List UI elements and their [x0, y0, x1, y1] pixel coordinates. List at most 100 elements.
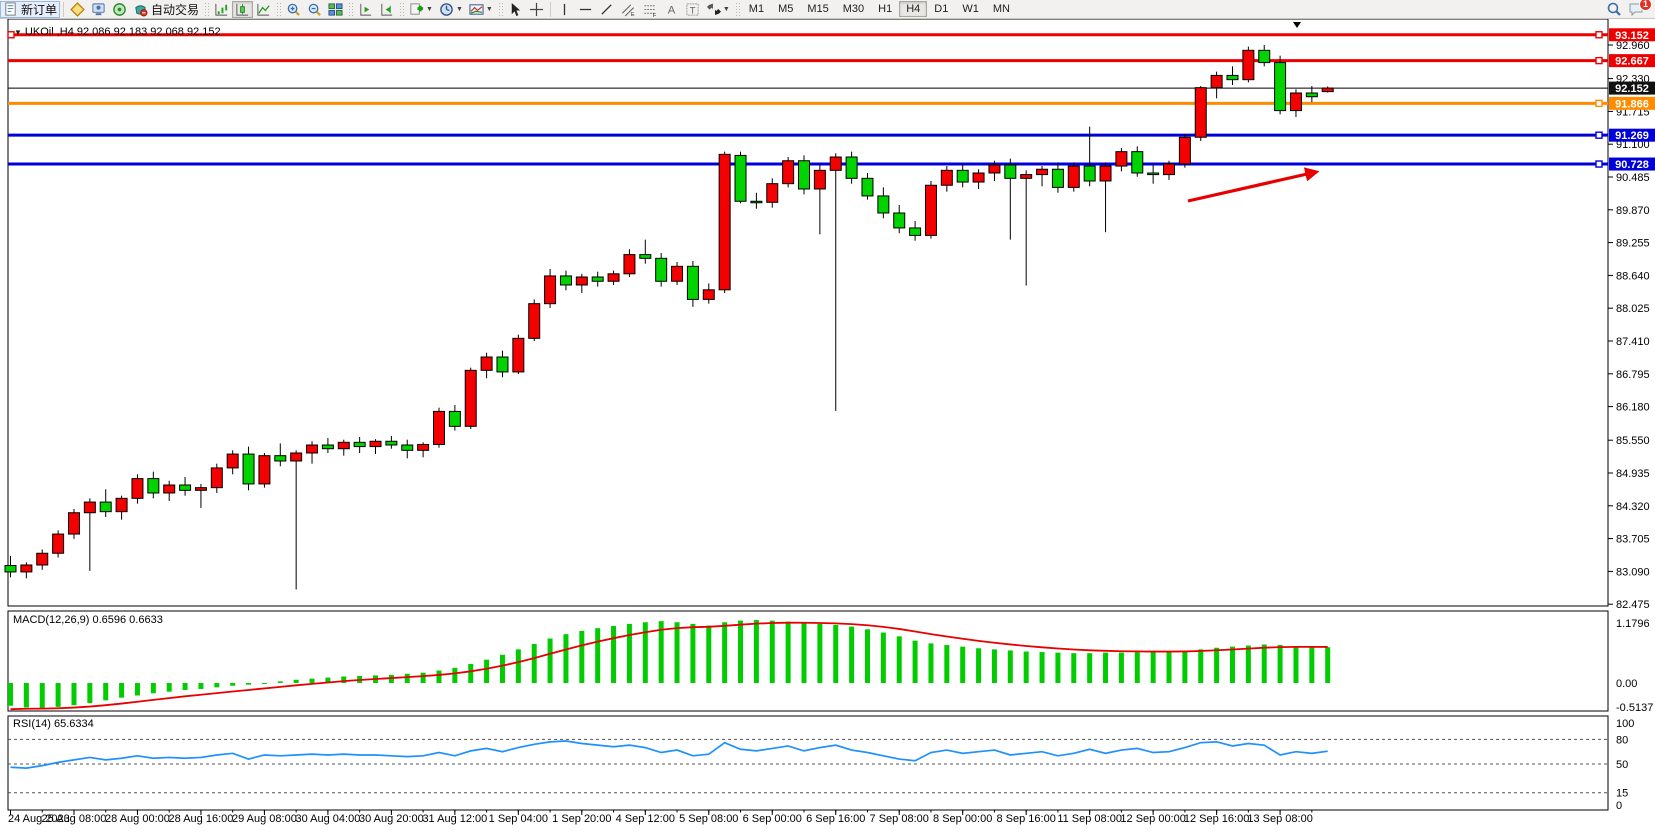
toolbar-grip[interactable] [348, 1, 354, 17]
macd-scale-label: 0.00 [1616, 678, 1637, 690]
chevron-down-icon: ▼ [426, 5, 433, 13]
candle-body [1131, 151, 1144, 174]
macd-bar [801, 622, 807, 683]
horizontal-price-lines[interactable] [7, 31, 1608, 168]
zoom-out-button[interactable] [304, 1, 325, 18]
candle-body [940, 169, 953, 186]
time-label: 13 Sep 08:00 [1247, 813, 1312, 825]
notifications-button[interactable]: 1 [1625, 0, 1652, 18]
candle-body [813, 169, 826, 190]
fibonacci-button[interactable]: F [639, 1, 661, 18]
chart-menu-arrow-icon[interactable]: ▼ [14, 28, 22, 37]
candlestick-chart-button[interactable] [232, 0, 254, 18]
price-tick-label: 86.795 [1616, 369, 1650, 381]
candle-body [226, 453, 239, 469]
candle-body [956, 169, 969, 183]
candle-body [67, 512, 80, 535]
annotations[interactable] [1187, 22, 1320, 203]
tab-timeframe-mn[interactable]: MN [992, 3, 1010, 15]
notification-badge: 1 [1639, 0, 1652, 11]
price-tick-label: 86.180 [1616, 402, 1650, 414]
macd-bar [39, 683, 45, 708]
candle-body [607, 273, 620, 282]
tile-windows-button[interactable] [325, 1, 346, 18]
indicators-button[interactable]: ▼ [466, 1, 496, 18]
market-watch-button[interactable] [67, 1, 88, 18]
price-tick-label: 84.935 [1616, 468, 1650, 480]
vertical-line-button[interactable] [554, 1, 575, 18]
periods-button[interactable]: ▼ [436, 1, 466, 18]
candle-body [861, 177, 874, 197]
price-badge [1609, 54, 1655, 68]
macd-bar [325, 677, 331, 683]
price-badge [1609, 96, 1655, 110]
toolbar-grip[interactable] [276, 1, 282, 17]
chart-canvas[interactable]: 92.96092.33091.71591.10090.48589.87089.2… [0, 19, 1655, 835]
data-window-button[interactable] [88, 1, 109, 18]
svg-text:E: E [631, 12, 635, 17]
tab-timeframe-m30[interactable]: M30 [842, 3, 865, 15]
macd-bar [23, 683, 29, 708]
horizontal-line-button[interactable] [575, 1, 596, 18]
auto-scroll-button[interactable] [376, 1, 397, 18]
chart-window[interactable]: 92.960 92.330 91.715 91.100 90.485 89.870 89.2… [0, 19, 1655, 835]
toolbar-grip[interactable] [399, 1, 405, 17]
price-badge-label: 90.728 [1615, 159, 1649, 171]
candle-body [147, 478, 160, 494]
trendline-button[interactable] [596, 1, 617, 18]
text-label-button[interactable]: T [682, 1, 703, 18]
text-button[interactable]: A [661, 1, 682, 18]
macd-bar [1277, 645, 1283, 683]
candle-body [163, 484, 176, 494]
new-order-button[interactable]: 新订单 [0, 0, 61, 18]
toolbar-grip[interactable] [204, 1, 210, 17]
bar-chart-button[interactable] [211, 1, 232, 18]
tab-timeframe-m15[interactable]: M15 [807, 3, 829, 15]
toolbar-grip[interactable] [734, 1, 740, 17]
macd-bar [1039, 652, 1045, 683]
candle-body [83, 501, 96, 514]
arrows-tool-button[interactable]: ▼ [703, 1, 733, 18]
search-button[interactable] [1603, 1, 1625, 18]
macd-bar [1087, 653, 1093, 683]
tile-windows-icon [328, 2, 343, 16]
chevron-down-icon: ▼ [485, 5, 493, 13]
cursor-button[interactable] [505, 1, 526, 18]
tab-timeframe-d1[interactable]: D1 [934, 3, 949, 15]
tab-timeframe-w1[interactable]: W1 [962, 3, 979, 15]
candle-body [321, 444, 334, 450]
autotrading-button[interactable]: 自动交易 [130, 1, 202, 18]
price-badge-label: 93.152 [1615, 30, 1649, 42]
chart-title: ▼ UKOil ,H4 92.086 92.183 92.068 92.152 [14, 26, 221, 38]
time-label: 7 Sep 08:00 [870, 813, 929, 825]
equidistant-channel-icon: E [621, 3, 635, 17]
candle-body [1163, 163, 1176, 176]
toolbar-grip[interactable] [497, 1, 503, 17]
candle-body [417, 443, 430, 451]
time-label: 1 Sep 20:00 [552, 813, 611, 825]
candle-body [766, 183, 779, 203]
svg-text:T: T [690, 5, 696, 15]
macd-signal-line [10, 621, 1328, 711]
macd-scale-label: 1.1796 [1616, 618, 1650, 630]
new-chart-button[interactable]: ▼ [406, 1, 436, 18]
macd-bar [960, 646, 966, 683]
crosshair-button[interactable] [526, 1, 547, 18]
zoom-in-button[interactable] [283, 1, 304, 18]
tab-timeframe-h1[interactable]: H1 [878, 3, 893, 15]
equidistant-channel-button[interactable]: E [617, 1, 639, 18]
tab-timeframe-m1[interactable]: M1 [748, 3, 765, 15]
line-chart-button[interactable] [253, 1, 274, 18]
chart-shift-button[interactable] [355, 1, 376, 18]
macd-bar [912, 640, 918, 683]
tab-timeframe-m5[interactable]: M5 [778, 3, 794, 15]
macd-bar [515, 649, 521, 683]
candle-body [194, 487, 207, 491]
navigator-button[interactable] [109, 1, 130, 18]
rsi-scale-label: 100 [1616, 718, 1634, 730]
tab-timeframe-h4[interactable]: H4 [899, 1, 928, 17]
timeframe-group: M1 M5 M15 M30 H1 H4 D1 W1 MN [742, 1, 1017, 17]
price-badge [1609, 128, 1655, 142]
macd-bar [1103, 652, 1109, 683]
trendline-icon [601, 3, 612, 15]
